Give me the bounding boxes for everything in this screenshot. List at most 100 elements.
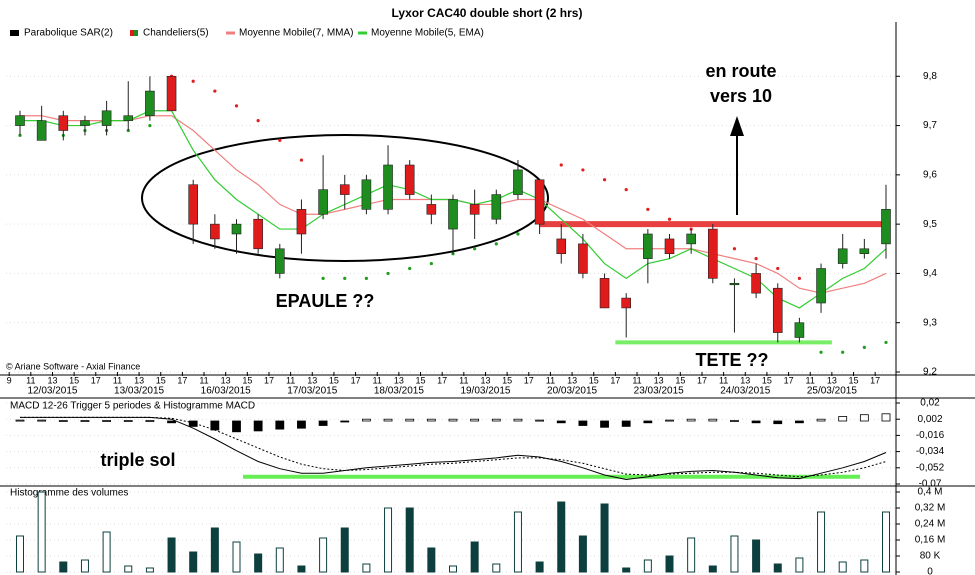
annotation: en route	[705, 61, 776, 81]
candle-body	[231, 223, 242, 235]
sar-dot	[732, 247, 737, 251]
candle-body	[383, 164, 393, 210]
x-tick-label: 11	[373, 375, 382, 385]
candle-body	[188, 184, 198, 225]
sar-dot	[559, 163, 563, 167]
volume-bar	[405, 507, 414, 573]
histogram-bar	[145, 420, 155, 422]
candle-body	[534, 179, 545, 225]
histogram-bar	[795, 420, 804, 424]
x-tick-label: 13	[394, 375, 404, 385]
volume-bar	[167, 537, 176, 573]
volume-bar	[578, 535, 587, 573]
y-tick-label: 9,2	[923, 367, 937, 378]
candle-body	[469, 204, 480, 215]
candle-body	[404, 164, 415, 195]
candle-body	[426, 204, 437, 215]
date-label: 24/03/2015	[720, 386, 770, 397]
sar-dot	[776, 266, 780, 271]
y-tick-label: 9,4	[923, 268, 937, 279]
volume-bar	[340, 527, 349, 573]
histogram-bar	[318, 420, 328, 426]
histogram-bar	[578, 420, 588, 426]
histogram-bar	[15, 419, 25, 422]
x-tick-label: 13	[47, 375, 57, 385]
macd-line	[20, 416, 887, 481]
volume-bar	[427, 547, 436, 573]
sar-dot	[148, 123, 152, 128]
sar-dot	[234, 104, 239, 108]
volume-bar	[232, 541, 241, 573]
histogram-bar	[361, 418, 371, 422]
date-label: 20/03/2015	[547, 386, 597, 397]
candle-body	[101, 110, 112, 126]
x-tick-label: 13	[134, 375, 144, 385]
x-tick-label: 17	[177, 375, 187, 385]
annotation: EPAULE ??	[276, 291, 375, 311]
x-tick-label: 17	[351, 375, 361, 385]
sar-dot	[862, 345, 866, 349]
volume-bar	[492, 563, 501, 573]
volume-bar	[752, 539, 761, 573]
annotation: TETE ??	[696, 350, 769, 370]
candle-body	[881, 209, 891, 245]
candle-body	[210, 223, 220, 240]
x-tick-label: 15	[589, 375, 599, 385]
volume-bar	[730, 535, 739, 573]
date-label: 12/03/2015	[27, 386, 77, 397]
sar-dot	[624, 188, 628, 192]
candle-body	[166, 75, 177, 112]
volume-bar	[124, 565, 133, 573]
candle-body	[664, 238, 675, 255]
x-tick-label: 17	[264, 375, 274, 385]
x-tick-label: 13	[221, 375, 231, 385]
y-tick-label: 80 K	[920, 551, 941, 562]
histogram-bar	[470, 418, 480, 422]
annotation-arrowhead	[730, 116, 744, 136]
x-tick-label: 11	[546, 375, 555, 385]
histogram-bar	[859, 414, 869, 422]
volume-bar	[882, 511, 890, 573]
legend-label: Chandeliers(5)	[143, 28, 209, 39]
histogram-bar	[556, 420, 566, 424]
x-tick-label: 9	[7, 375, 12, 385]
y-tick-label: 9,5	[923, 219, 937, 230]
volume-bar	[319, 537, 328, 573]
sar-dot	[581, 168, 585, 172]
sar-dot	[884, 340, 888, 345]
legend-label: Moyenne Mobile(5, EMA)	[371, 28, 484, 39]
legend-label: Moyenne Mobile(7, MMA)	[239, 28, 353, 39]
x-tick-label: 15	[849, 375, 859, 385]
sar-dot	[343, 276, 347, 280]
sar-dot	[299, 158, 304, 162]
volume-bar	[708, 565, 717, 573]
candle-body	[578, 243, 588, 274]
volume-bar	[535, 561, 544, 573]
histogram-bar	[167, 420, 176, 424]
sar-dot	[754, 257, 758, 261]
y-tick-label: -0,07	[919, 479, 942, 490]
volume-bar	[817, 511, 826, 573]
volume-bar	[470, 541, 479, 573]
candle-body	[274, 248, 285, 274]
candle-body	[794, 322, 805, 338]
candle-body	[145, 90, 155, 117]
y-tick-label: 0,32 M	[915, 503, 946, 514]
x-tick-label: 11	[719, 375, 728, 385]
date-label: 16/03/2015	[201, 386, 251, 397]
candle-body	[643, 233, 653, 259]
x-tick-label: 11	[632, 375, 641, 385]
x-tick-label: 15	[675, 375, 685, 385]
volume-bar	[838, 561, 847, 573]
volume-bar	[102, 531, 111, 573]
x-tick-label: 11	[26, 375, 35, 385]
histogram-bar	[253, 420, 263, 432]
x-tick-label: 17	[524, 375, 534, 385]
histogram-bar	[816, 418, 826, 422]
x-tick-label: 13	[827, 375, 837, 385]
sar-dot	[841, 350, 845, 354]
histogram-bar	[535, 419, 544, 422]
histogram-bar	[708, 418, 718, 422]
sar-dot	[408, 266, 412, 271]
